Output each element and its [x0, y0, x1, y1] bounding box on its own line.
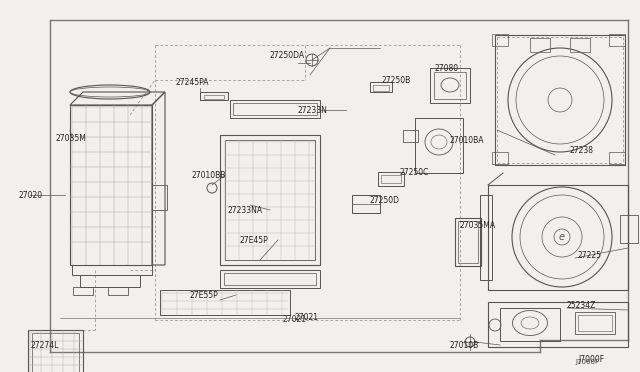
- Text: 27225: 27225: [578, 250, 602, 260]
- Bar: [609, 152, 625, 164]
- Bar: [224, 273, 316, 285]
- Bar: [73, 287, 93, 295]
- Text: 27010BB: 27010BB: [192, 170, 227, 180]
- Text: J7000F: J7000F: [575, 359, 599, 365]
- Bar: [500, 308, 560, 341]
- Text: 27233N: 27233N: [298, 106, 328, 115]
- Text: J7000F: J7000F: [578, 356, 604, 365]
- Text: 27010B: 27010B: [450, 340, 479, 350]
- Bar: [352, 195, 380, 213]
- Text: e: e: [559, 232, 565, 242]
- Text: 27245PA: 27245PA: [175, 77, 209, 87]
- Text: 27274L: 27274L: [30, 340, 58, 350]
- Bar: [230, 100, 320, 118]
- Bar: [455, 218, 481, 266]
- Bar: [200, 92, 228, 100]
- Text: 27035M: 27035M: [55, 134, 86, 142]
- Bar: [430, 68, 470, 103]
- Bar: [578, 315, 612, 331]
- Bar: [492, 34, 508, 46]
- Bar: [575, 312, 615, 334]
- Bar: [220, 135, 320, 265]
- Text: 27E45P: 27E45P: [240, 235, 269, 244]
- Bar: [458, 221, 478, 263]
- Text: 27035MA: 27035MA: [460, 221, 496, 230]
- Bar: [488, 302, 628, 347]
- Bar: [370, 82, 392, 92]
- Bar: [225, 140, 315, 260]
- Bar: [381, 175, 401, 183]
- Text: 25234Z: 25234Z: [567, 301, 596, 310]
- Bar: [220, 270, 320, 288]
- Text: 27021: 27021: [283, 315, 307, 324]
- Bar: [108, 287, 128, 295]
- Bar: [373, 85, 389, 91]
- Bar: [434, 72, 466, 99]
- Text: 27080: 27080: [435, 64, 459, 73]
- Text: 27010BA: 27010BA: [450, 135, 484, 144]
- Bar: [160, 290, 290, 315]
- Bar: [530, 38, 550, 52]
- Bar: [72, 265, 152, 275]
- Bar: [492, 152, 508, 164]
- Bar: [378, 172, 404, 186]
- Bar: [152, 185, 167, 210]
- Bar: [495, 35, 625, 165]
- Bar: [480, 195, 492, 280]
- Bar: [28, 330, 83, 372]
- Bar: [204, 95, 224, 99]
- Bar: [80, 275, 140, 287]
- Bar: [488, 185, 628, 290]
- Text: 27250D: 27250D: [370, 196, 400, 205]
- Bar: [70, 105, 152, 265]
- Bar: [233, 103, 317, 115]
- Bar: [403, 130, 418, 142]
- Text: 27020: 27020: [18, 190, 42, 199]
- Bar: [570, 38, 590, 52]
- Text: 27238: 27238: [570, 145, 594, 154]
- Text: 27233NA: 27233NA: [228, 205, 263, 215]
- Text: 27250B: 27250B: [382, 76, 412, 84]
- Bar: [609, 34, 625, 46]
- Text: 27E55P: 27E55P: [190, 291, 219, 299]
- Bar: [620, 215, 638, 243]
- Text: 27021: 27021: [295, 314, 319, 323]
- Bar: [32, 333, 79, 372]
- Text: 27250DA: 27250DA: [270, 51, 305, 60]
- Bar: [415, 118, 463, 173]
- Text: 27250C: 27250C: [400, 167, 429, 176]
